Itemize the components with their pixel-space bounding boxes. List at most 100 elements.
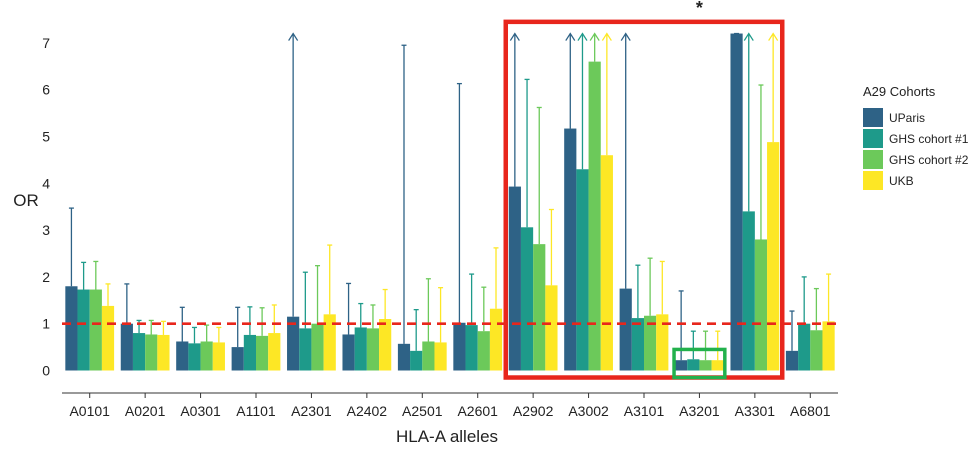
truncation-arrow-icon [620,32,631,41]
bar-a0201-series-1 [120,323,133,371]
bar-a2902-series-3 [533,244,546,371]
bar-a2501-series-2 [410,350,423,371]
x-tick-label: A3101 [624,403,665,419]
highlight-box-green [672,347,727,380]
truncation-arrow-icon [565,32,576,41]
bar-a0301-series-1 [176,341,189,371]
bar-a3301-series-2 [742,211,755,371]
bar-a2301-series-2 [299,328,312,371]
legend-label: UKB [889,174,914,188]
bar-a1101-series-1 [231,347,244,371]
x-tick-label: A2402 [347,403,388,419]
bar-a0201-series-3 [145,334,158,371]
bar-a3002-series-2 [576,169,589,371]
bar-a2501-series-4 [434,342,447,371]
x-axis: A0101 A0201 A0301 A1101 A2301 A2402 A2501 A2601… [62,392,838,419]
bar-a2402-series-2 [354,327,367,371]
x-tick-label: A2501 [402,403,443,419]
bar-a0101-series-3 [89,289,102,371]
bar-a3101-series-2 [631,318,644,371]
bar-a2501-series-3 [422,341,435,371]
significance-asterisk: * [696,0,703,18]
bar-a0201-series-2 [132,333,146,371]
bar-a3201-series-2 [687,359,700,371]
bar-a2301-series-1 [287,316,300,371]
bar-a3101-series-4 [656,314,669,371]
legend-swatch [863,129,883,148]
truncation-arrow-icon [577,32,588,41]
bar-a3301-series-1 [730,33,743,371]
bar-a3101-series-1 [619,288,632,371]
bar-a0301-series-2 [188,343,201,371]
truncation-arrow-icon [509,32,520,41]
bar-a2501-series-1 [397,343,411,371]
truncation-arrow-icon [601,32,612,41]
legend-swatch [863,108,883,127]
bar-a3002-series-3 [588,61,601,371]
bar-a2402-series-4 [379,319,392,371]
x-tick-label: A2301 [291,403,332,419]
bar-a1101-series-3 [256,335,269,371]
truncation-arrow-icon [589,32,600,41]
x-tick-label: A0301 [180,403,221,419]
bar-a2902-series-1 [508,186,521,371]
bar-a2601-series-4 [489,308,503,371]
bar-a3002-series-1 [564,128,577,371]
bar-a3301-series-3 [754,239,768,371]
legend-swatch [863,150,883,169]
y-tick-label: 6 [42,82,50,98]
legend-label: GHS cohort #1 [889,132,969,146]
y-axis-title: OR [13,191,39,210]
bar-a6801-series-4 [822,321,835,371]
bar-a2601-series-1 [453,322,466,371]
bar-a2301-series-3 [311,323,324,371]
x-tick-label: A0101 [69,403,110,419]
bar-a3201-series-1 [675,360,688,371]
legend-swatch [863,171,883,190]
bar-a3101-series-3 [644,315,657,371]
bars [65,33,835,371]
bar-a0301-series-4 [212,342,225,371]
y-tick-label: 3 [42,222,50,238]
x-tick-label: A2601 [457,403,498,419]
x-tick-label: A6801 [790,403,831,419]
bar-a2402-series-1 [342,334,355,371]
y-tick-label: 1 [42,316,50,332]
bar-a2601-series-2 [465,325,478,371]
y-tick-label: 0 [42,363,50,379]
bar-a6801-series-1 [785,350,799,371]
y-tick-label: 4 [42,175,50,191]
bar-a0101-series-2 [77,289,90,371]
bar-a0201-series-4 [157,334,170,371]
y-axis-ticks: 0 1 2 3 4 5 6 7 [42,35,50,379]
x-tick-label: A0201 [125,403,166,419]
annotations: * [503,0,785,380]
y-tick-label: 2 [42,269,50,285]
bar-a1101-series-2 [243,334,256,371]
error-bars [68,32,832,361]
truncation-arrow-icon [743,32,754,41]
truncation-arrow-icon [288,32,299,41]
bar-a2902-series-2 [520,227,534,371]
bar-a3002-series-4 [600,155,613,371]
bar-a0101-series-1 [65,286,78,371]
bar-a6801-series-3 [810,330,823,371]
y-tick-label: 7 [42,35,50,51]
bar-a3301-series-4 [767,142,780,371]
bar-a6801-series-2 [798,323,811,371]
x-tick-label: A1101 [236,403,276,419]
bar-a1101-series-4 [268,333,281,371]
bar-a3201-series-3 [699,360,712,371]
bar-a2301-series-4 [323,314,336,371]
x-tick-label: A3301 [735,403,776,419]
legend-label: GHS cohort #2 [889,153,969,167]
x-tick-label: A2902 [513,403,554,419]
bar-a2601-series-3 [477,331,490,371]
y-tick-label: 5 [42,129,50,145]
bar-a2902-series-4 [545,285,558,371]
bar-a3201-series-4 [711,360,724,371]
bar-a0301-series-3 [200,341,213,371]
x-tick-label: A3201 [679,403,720,419]
